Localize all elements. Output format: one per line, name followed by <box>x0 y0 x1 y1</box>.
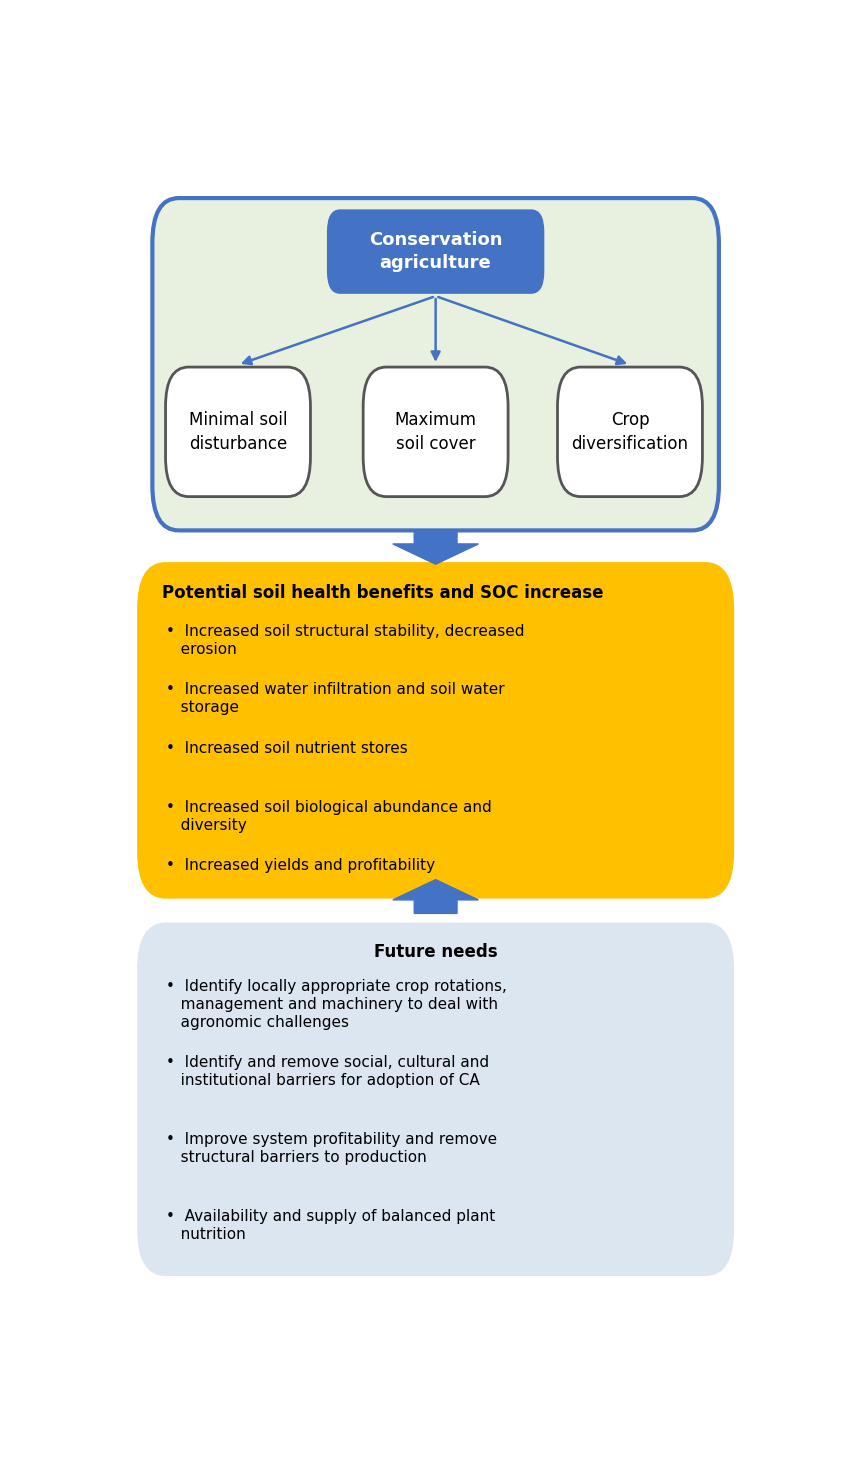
Text: •  Improve system profitability and remove
   structural barriers to production: • Improve system profitability and remov… <box>166 1132 496 1165</box>
FancyBboxPatch shape <box>363 367 508 496</box>
Text: •  Availability and supply of balanced plant
   nutrition: • Availability and supply of balanced pl… <box>166 1208 495 1242</box>
Text: Crop
diversification: Crop diversification <box>571 411 688 452</box>
Text: Future needs: Future needs <box>374 942 497 961</box>
Text: •  Identify and remove social, cultural and
   institutional barriers for adopti: • Identify and remove social, cultural a… <box>166 1055 489 1088</box>
FancyBboxPatch shape <box>327 209 544 294</box>
FancyBboxPatch shape <box>166 367 310 496</box>
Text: •  Increased water infiltration and soil water
   storage: • Increased water infiltration and soil … <box>166 682 504 715</box>
Text: Potential soil health benefits and SOC increase: Potential soil health benefits and SOC i… <box>162 585 603 603</box>
Polygon shape <box>393 531 479 565</box>
FancyBboxPatch shape <box>139 565 732 897</box>
Text: •  Identify locally appropriate crop rotations,
   management and machinery to d: • Identify locally appropriate crop rota… <box>166 979 507 1030</box>
FancyBboxPatch shape <box>558 367 702 496</box>
FancyBboxPatch shape <box>152 198 719 531</box>
Text: •  Increased soil structural stability, decreased
   erosion: • Increased soil structural stability, d… <box>166 623 524 657</box>
Text: Conservation
agriculture: Conservation agriculture <box>369 231 502 272</box>
Text: Maximum
soil cover: Maximum soil cover <box>394 411 477 452</box>
Text: •  Increased soil nutrient stores: • Increased soil nutrient stores <box>166 742 407 756</box>
Text: •  Increased soil biological abundance and
   diversity: • Increased soil biological abundance an… <box>166 800 491 832</box>
Text: •  Increased yields and profitability: • Increased yields and profitability <box>166 859 434 873</box>
FancyBboxPatch shape <box>139 925 732 1274</box>
Polygon shape <box>393 879 479 913</box>
Text: Minimal soil
disturbance: Minimal soil disturbance <box>189 411 287 452</box>
